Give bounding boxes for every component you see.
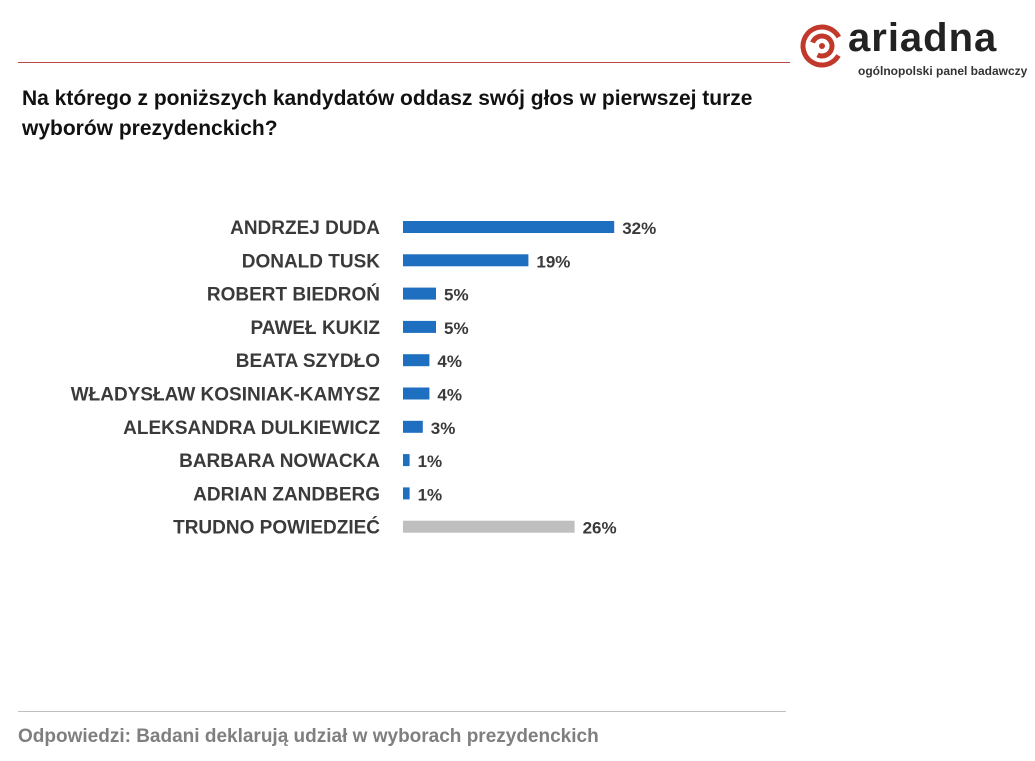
- value-label: 3%: [431, 419, 456, 438]
- value-label: 1%: [418, 485, 443, 504]
- category-label: ANDRZEJ DUDA: [230, 218, 380, 239]
- bar-chart: ANDRZEJ DUDA 32% DONALD TUSK 19% ROBERT BIED…: [71, 218, 656, 539]
- header-divider: [18, 62, 790, 63]
- value-label: 5%: [444, 286, 469, 305]
- category-label: ADRIAN ZANDBERG: [193, 484, 380, 505]
- bar: [403, 287, 436, 300]
- footnote: Odpowiedzi: Badani deklarują udział w wy…: [18, 726, 599, 747]
- value-label: 5%: [444, 319, 469, 338]
- bar: [403, 487, 410, 500]
- bar: [403, 387, 430, 400]
- bar: [403, 320, 436, 333]
- logo-tagline: ogólnopolski panel badawczy: [858, 64, 1028, 78]
- bar: [403, 254, 529, 267]
- category-label: ROBERT BIEDROŃ: [207, 284, 380, 306]
- value-label: 32%: [622, 219, 656, 238]
- bar: [403, 221, 615, 233]
- ariadna-logo: ariadna ogólnopolski panel badawczy: [798, 16, 1030, 82]
- category-label: BEATA SZYDŁO: [236, 351, 380, 372]
- category-label: TRUDNO POWIEDZIEĆ: [173, 517, 380, 539]
- category-label: ALEKSANDRA DULKIEWICZ: [123, 418, 380, 439]
- category-label: DONALD TUSK: [242, 251, 381, 272]
- value-label: 4%: [437, 352, 462, 371]
- logo-wordmark: ariadna: [848, 16, 998, 60]
- value-label: 19%: [536, 252, 570, 271]
- category-label: PAWEŁ KUKIZ: [251, 318, 381, 339]
- survey-question: Na którego z poniższych kandydatów oddas…: [22, 87, 753, 140]
- value-label: 4%: [437, 386, 462, 405]
- category-label: WŁADYSŁAW KOSINIAK-KAMYSZ: [71, 385, 381, 406]
- value-label: 1%: [418, 452, 443, 471]
- value-label: 26%: [583, 519, 617, 538]
- ariadna-spiral-icon: [800, 24, 844, 68]
- bar: [403, 454, 410, 467]
- bar: [403, 520, 575, 533]
- bar: [403, 420, 423, 433]
- category-label: BARBARA NOWACKA: [179, 451, 380, 472]
- footer-divider: [18, 711, 786, 712]
- bar: [403, 354, 430, 367]
